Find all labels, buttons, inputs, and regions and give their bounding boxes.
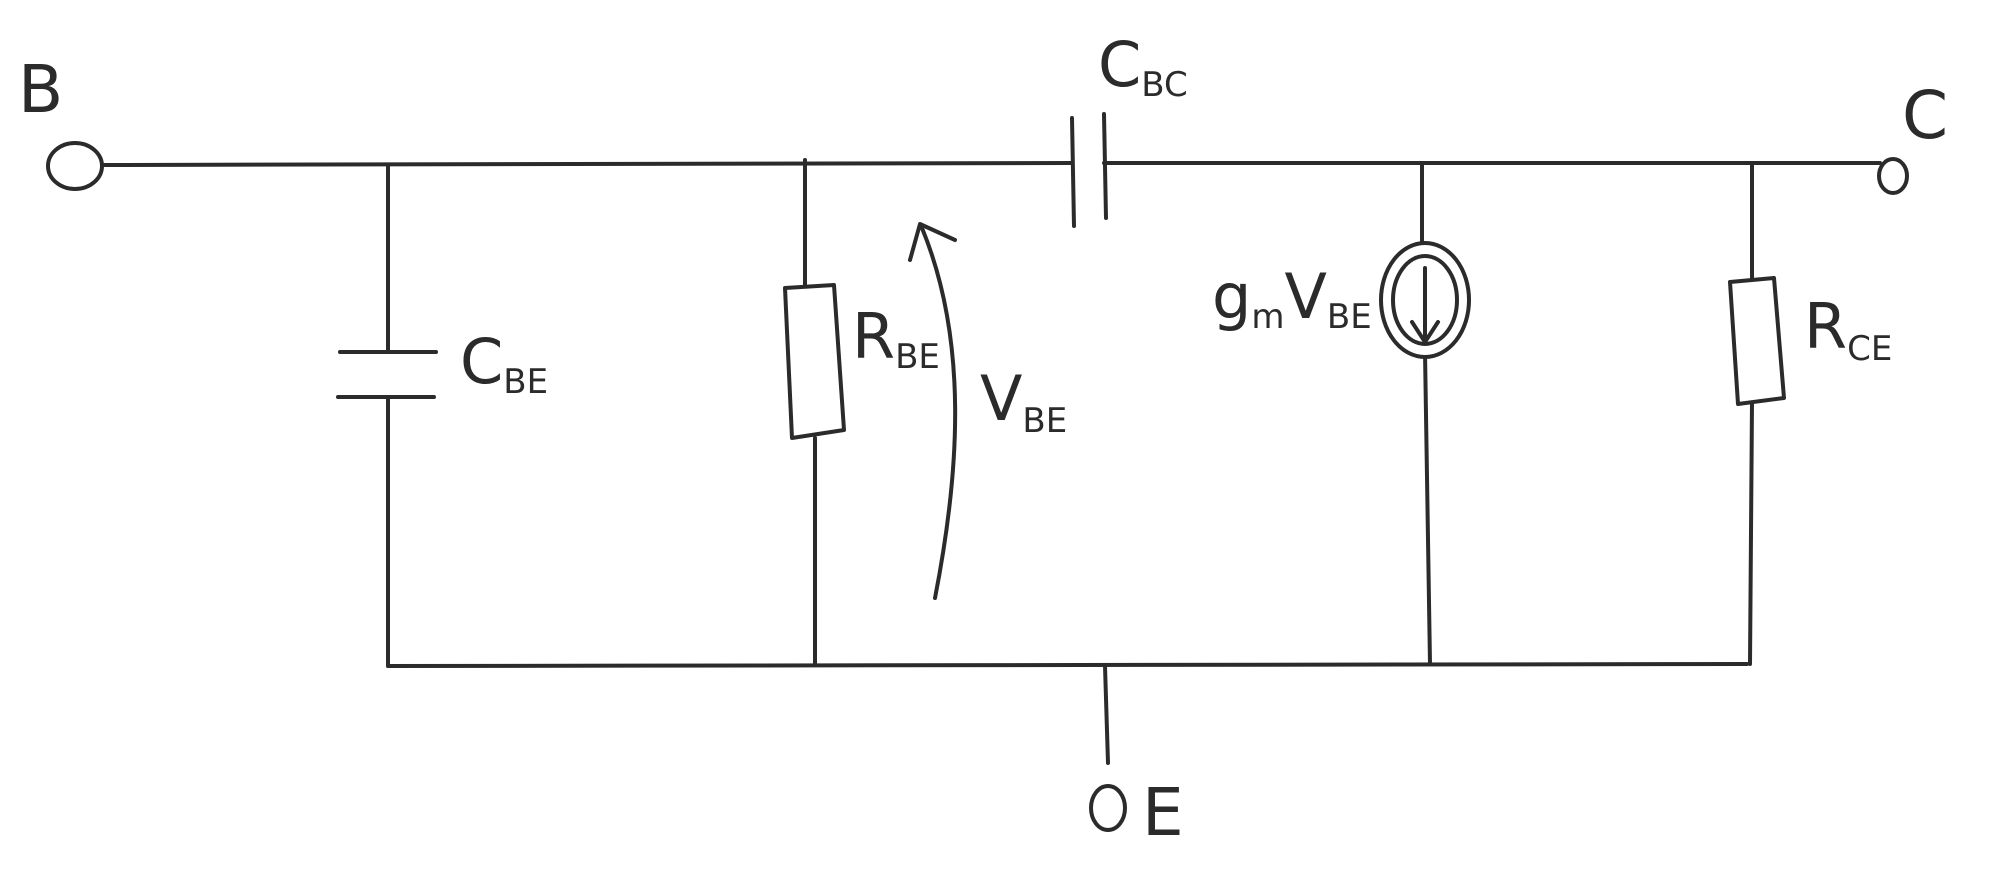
base-terminal	[46, 141, 104, 191]
top-rail-left	[98, 161, 1074, 167]
gm-vbe-main: V	[1284, 260, 1326, 333]
cbe-label: CBE	[460, 325, 548, 402]
rce-label: RCE	[1804, 290, 1892, 369]
vbe-arrow-curve	[920, 226, 958, 600]
emitter-lead	[1103, 664, 1110, 765]
cbc-plate-right	[1102, 112, 1108, 220]
rce-label-main: R	[1804, 290, 1847, 363]
collector-terminal	[1877, 157, 1909, 195]
bottom-rail	[386, 662, 1749, 668]
rce-body	[1728, 276, 1786, 406]
gm-vbe-label: gmVBE	[1212, 260, 1372, 337]
current-source-gm-vbe: gmVBE	[1212, 241, 1471, 359]
wires	[98, 158, 1882, 765]
cbc-label: CBC	[1098, 28, 1188, 105]
vbe-voltage-arrow: VBE	[908, 222, 1067, 600]
resistor-rce: RCE	[1728, 276, 1892, 406]
rbe-body	[783, 283, 846, 440]
cbe-label-main: C	[460, 325, 503, 398]
cbc-label-main: C	[1098, 28, 1141, 101]
gm-vbe-sub2: BE	[1327, 297, 1372, 337]
capacitor-cbe: CBE	[336, 325, 548, 402]
cbe-label-sub: BE	[503, 362, 548, 402]
vbe-label-sub: BE	[1022, 401, 1067, 441]
source-arrow-head	[1410, 320, 1440, 344]
gm-vbe-prefix: g	[1212, 260, 1251, 333]
collector-label: C	[1902, 77, 1948, 154]
source-wire-bottom	[1423, 350, 1432, 666]
vbe-arrow-head	[908, 222, 957, 262]
rce-wire-bottom	[1748, 400, 1754, 666]
vbe-label: VBE	[980, 362, 1067, 441]
vbe-label-main: V	[980, 362, 1022, 435]
base-label: B	[18, 51, 63, 128]
rbe-label: RBE	[852, 300, 940, 377]
rbe-label-sub: BE	[895, 337, 940, 377]
cbc-label-sub: BC	[1141, 65, 1187, 105]
rce-label-sub: CE	[1847, 329, 1892, 369]
cbc-plate-left	[1070, 116, 1076, 228]
terminals: B C E	[18, 51, 1948, 851]
resistor-rbe: RBE	[783, 283, 940, 440]
emitter-label: E	[1142, 774, 1184, 851]
rbe-label-main: R	[852, 300, 895, 373]
gm-vbe-sub1: m	[1251, 297, 1284, 337]
capacitor-cbc: CBC	[1070, 28, 1188, 228]
emitter-terminal	[1089, 784, 1127, 832]
